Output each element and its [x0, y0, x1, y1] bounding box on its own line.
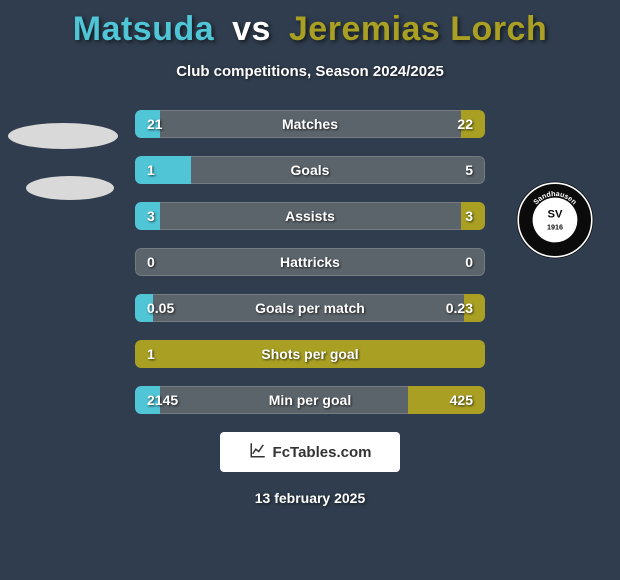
stat-row: Shots per goal1: [135, 340, 485, 368]
stat-value-right: 0: [453, 248, 485, 276]
decor-ellipse-1: [8, 123, 118, 149]
stat-label: Hattricks: [135, 248, 485, 276]
stat-row: Min per goal2145425: [135, 386, 485, 414]
stat-value-right: 0.23: [434, 294, 485, 322]
brand-box[interactable]: FcTables.com: [220, 432, 400, 472]
svg-text:1916: 1916: [547, 223, 563, 232]
stat-value-left: 0: [135, 248, 167, 276]
stat-row: Assists3 3: [135, 202, 485, 230]
stat-value-right: 425: [438, 386, 485, 414]
stat-value-left: 1: [135, 340, 167, 368]
chart-icon: [249, 441, 267, 464]
stat-row: Goals per match0.05 0.23: [135, 294, 485, 322]
stat-label: Goals: [135, 156, 485, 184]
stat-label: Assists: [135, 202, 485, 230]
stat-value-right: 5: [453, 156, 485, 184]
club-logo: SV Sandhausen 1916: [515, 180, 595, 260]
player1-name: Matsuda: [73, 10, 214, 48]
stat-row: Hattricks0 0: [135, 248, 485, 276]
svg-text:SV: SV: [548, 209, 563, 221]
player2-name: Jeremias Lorch: [289, 10, 547, 48]
stat-value-left: 2145: [135, 386, 190, 414]
stat-value-left: 3: [135, 202, 167, 230]
date-text: 13 february 2025: [0, 490, 620, 506]
subtitle: Club competitions, Season 2024/2025: [0, 63, 620, 80]
stat-label: Matches: [135, 110, 485, 138]
vs-text: vs: [232, 10, 271, 48]
stat-row: Goals1 5: [135, 156, 485, 184]
stat-value-left: 1: [135, 156, 167, 184]
stat-value-left: 0.05: [135, 294, 186, 322]
brand-text: FcTables.com: [273, 444, 372, 461]
comparison-title: Matsuda vs Jeremias Lorch: [0, 0, 620, 49]
stat-value-left: 21: [135, 110, 175, 138]
stats-container: Matches2122Goals15Assists33Hattricks00Go…: [135, 110, 485, 414]
stat-row: Matches21 22: [135, 110, 485, 138]
stat-value-right: 3: [453, 202, 485, 230]
decor-ellipse-2: [26, 176, 114, 200]
stat-label: Shots per goal: [135, 340, 485, 368]
stat-value-right: 22: [445, 110, 485, 138]
stat-label: Goals per match: [135, 294, 485, 322]
